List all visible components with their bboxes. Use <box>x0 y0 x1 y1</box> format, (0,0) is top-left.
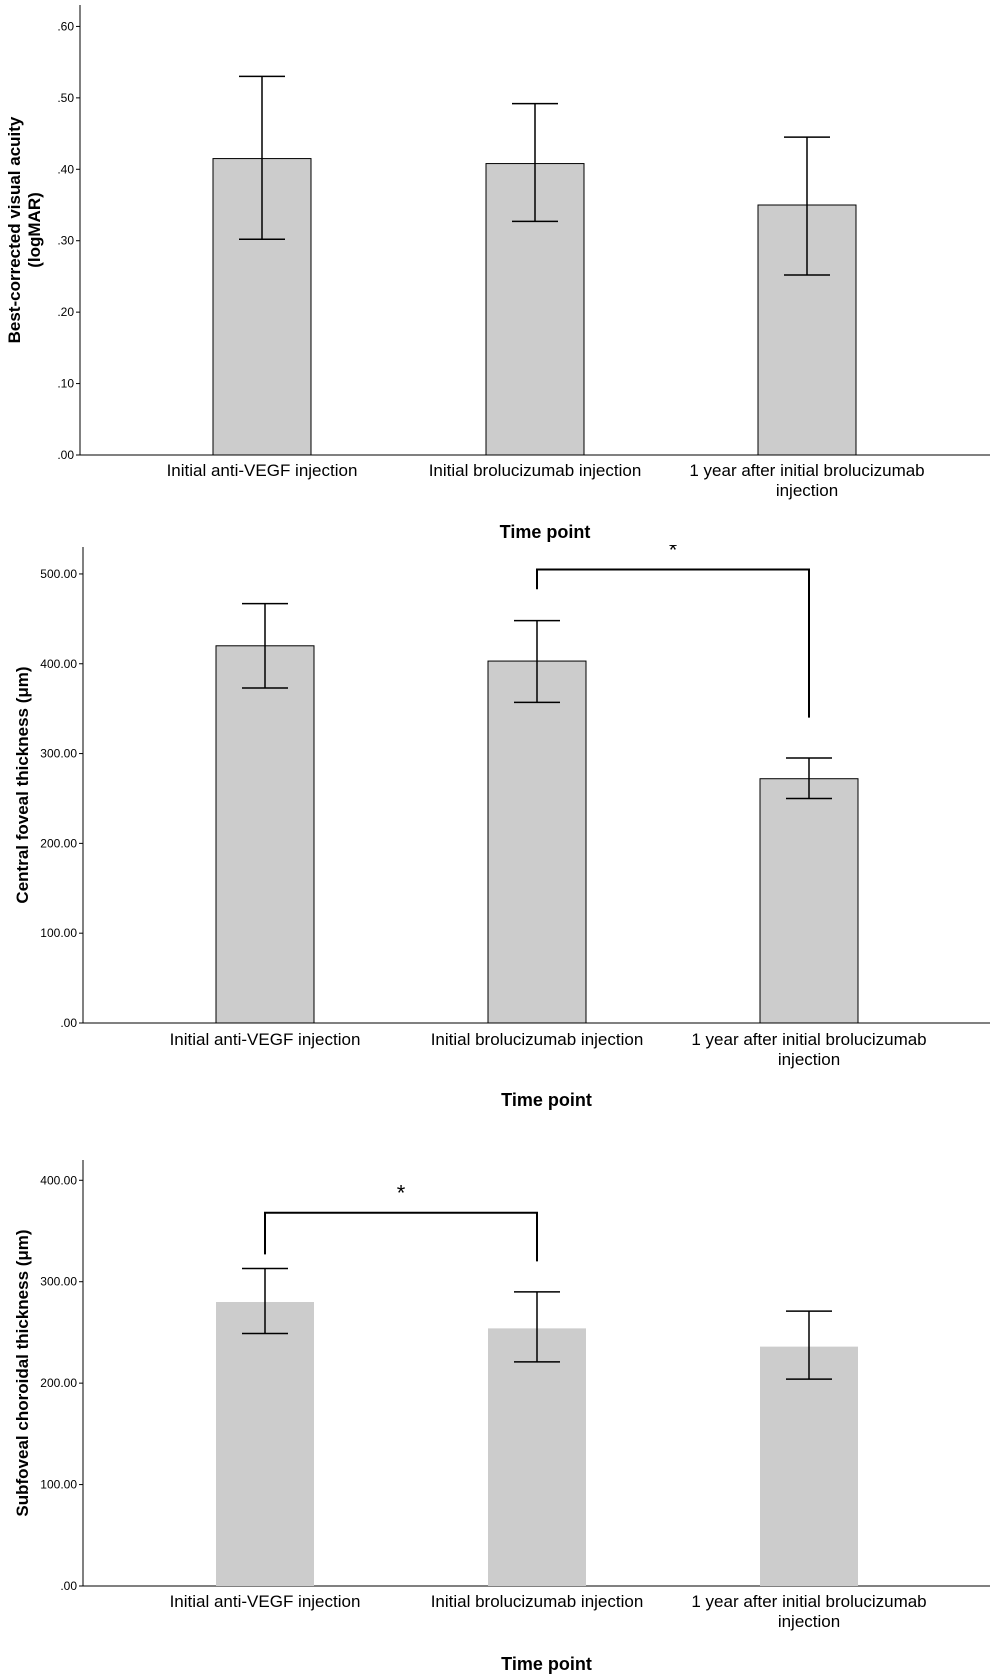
y-tick-label: 500.00 <box>40 567 77 581</box>
x-axis-label: Time point <box>500 522 591 542</box>
x-tick-label: Initial anti-VEGF injection <box>170 1592 361 1611</box>
x-axis-label: Time point <box>501 1090 592 1110</box>
x-tick-label: Initial brolucizumab injection <box>431 1030 644 1049</box>
y-tick-label: .00 <box>60 1016 77 1030</box>
y-tick-label: .60 <box>57 19 74 33</box>
y-tick-label: 300.00 <box>40 747 77 761</box>
y-tick-label: .20 <box>57 305 74 319</box>
y-tick-label: .00 <box>60 1579 77 1593</box>
y-tick-label: .40 <box>57 162 74 176</box>
x-axis-label: Time point <box>501 1654 592 1674</box>
y-tick-label: .30 <box>57 234 74 248</box>
bar <box>487 660 587 1024</box>
cft-chart: .00 100.00 200.00 300.00 400.00 500.00 Initial… <box>13 545 990 1110</box>
x-tick-label: 1 year after initial brolucizumab <box>689 461 924 480</box>
y-tick-label: .00 <box>57 448 74 462</box>
y-axis-label: Subfoveal choroidal thickness (μm) <box>13 1229 32 1516</box>
x-tick-label: Initial brolucizumab injection <box>431 1592 644 1611</box>
significance-label: * <box>669 545 678 562</box>
x-tick-label: 1 year after initial brolucizumab <box>691 1592 926 1611</box>
x-tick-label: Initial brolucizumab injection <box>429 461 642 480</box>
x-tick-label: injection <box>776 481 838 500</box>
y-tick-label: 100.00 <box>40 926 77 940</box>
sct-chart: .00 100.00 200.00 300.00 400.00 Initial anti-… <box>13 1160 990 1674</box>
y-axis-label-group: Best-corrected visual acuity (logMAR) <box>5 116 44 343</box>
y-tick-label: 200.00 <box>40 1376 77 1390</box>
bar <box>759 778 859 1024</box>
bar <box>215 645 315 1024</box>
x-tick-label: Initial anti-VEGF injection <box>167 461 358 480</box>
bar <box>760 1346 858 1586</box>
x-tick-label: injection <box>778 1612 840 1631</box>
y-axis-label: (logMAR) <box>25 192 44 268</box>
significance-bracket <box>264 1211 538 1262</box>
significance-bracket <box>536 568 810 718</box>
y-axis-label-group: Central foveal thickness (μm) <box>13 666 32 903</box>
y-axis-label-group: Subfoveal choroidal thickness (μm) <box>13 1229 32 1516</box>
bcva-chart: .00 .10 .20 .30 .40 .50 .60 Initial anti-VEGF i… <box>5 5 990 542</box>
y-tick-label: 200.00 <box>40 836 77 850</box>
y-axis-label: Best-corrected visual acuity <box>5 116 24 343</box>
x-tick-label: injection <box>778 1050 840 1069</box>
x-tick-label: 1 year after initial brolucizumab <box>691 1030 926 1049</box>
y-tick-label: 100.00 <box>40 1478 77 1492</box>
y-tick-label: .50 <box>57 91 74 105</box>
y-tick-label: 400.00 <box>40 657 77 671</box>
significance-label: * <box>397 1181 406 1206</box>
x-tick-label: Initial anti-VEGF injection <box>170 1030 361 1049</box>
bar <box>216 1302 314 1586</box>
y-axis-label: Central foveal thickness (μm) <box>13 666 32 903</box>
y-tick-label: 400.00 <box>40 1173 77 1187</box>
y-tick-label: 300.00 <box>40 1275 77 1289</box>
bar <box>488 1328 586 1586</box>
y-tick-label: .10 <box>57 377 74 391</box>
